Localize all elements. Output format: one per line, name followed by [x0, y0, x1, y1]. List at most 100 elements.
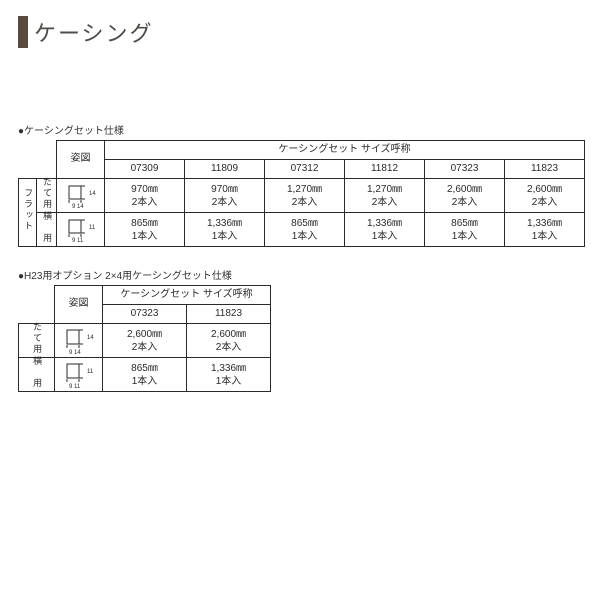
icon-dim-h2: 11 — [74, 384, 81, 389]
cell: 970㎜2本入 — [105, 179, 185, 213]
cell-mm: 865㎜ — [131, 218, 158, 229]
icon-dim-h: 11 — [87, 369, 94, 375]
icon-dim-h: 14 — [87, 335, 94, 341]
table-row: 姿図 ケーシングセット サイズ呼称 — [19, 141, 585, 160]
header-shape: 姿図 — [55, 286, 103, 324]
icon-dim-h2: 11 — [77, 238, 84, 243]
plan-icon: 11 9 11 — [55, 358, 103, 392]
header-size: 11823 — [505, 160, 585, 179]
header-size: 11809 — [185, 160, 265, 179]
cell: 865㎜1本入 — [103, 358, 187, 392]
plan-icon: 14 9 14 — [57, 179, 105, 213]
cell-mm: 1,336㎜ — [207, 218, 242, 229]
icon-dim-w: 9 — [69, 384, 73, 389]
icon-dim-h: 11 — [89, 225, 96, 231]
cell-qty: 2本入 — [103, 341, 186, 354]
cell-mm: 2,600㎜ — [527, 184, 562, 195]
icon-dim-h2: 14 — [74, 350, 81, 355]
cell-qty: 1本入 — [105, 230, 184, 243]
cell: 2,600㎜2本入 — [505, 179, 585, 213]
header-size: 11812 — [345, 160, 425, 179]
header-size: 11823 — [187, 305, 271, 324]
cell-mm: 1,336㎜ — [527, 218, 562, 229]
cell-mm: 2,600㎜ — [127, 329, 162, 340]
cell: 1,336㎜1本入 — [505, 213, 585, 247]
svg-text:9 11: 9 11 — [69, 384, 81, 389]
page-title: ケーシング — [34, 16, 154, 48]
cell-qty: 2本入 — [265, 196, 344, 209]
cell-qty: 1本入 — [505, 230, 584, 243]
header-blank — [19, 141, 57, 179]
header-size-group: ケーシングセット サイズ呼称 — [103, 286, 271, 305]
cell-mm: 2,600㎜ — [447, 184, 482, 195]
svg-text:9 11: 9 11 — [72, 238, 84, 243]
cell: 2,600㎜2本入 — [187, 324, 271, 358]
dir-label: 横 用 — [31, 356, 42, 389]
svg-text:9 14: 9 14 — [72, 204, 84, 209]
cell-mm: 1,270㎜ — [287, 184, 322, 195]
icon-dim-w: 9 — [72, 204, 76, 209]
cell-qty: 2本入 — [105, 196, 184, 209]
cell: 1,336㎜1本入 — [185, 213, 265, 247]
cell-mm: 970㎜ — [211, 184, 238, 195]
icon-dim-h2: 14 — [77, 204, 84, 209]
page-title-row: ケーシング — [18, 16, 582, 48]
cell: 865㎜1本入 — [425, 213, 505, 247]
cell-mm: 865㎜ — [131, 363, 158, 374]
dir-cell: 横 用 — [19, 358, 55, 392]
table-h23-option: 姿図 ケーシングセット サイズ呼称 07323 11823 たて用 14 9 1… — [18, 285, 271, 392]
cell-qty: 1本入 — [187, 375, 270, 388]
side-flat-label: フラット — [22, 188, 33, 232]
svg-text:9 14: 9 14 — [69, 350, 81, 355]
table-row: 横 用 11 9 11 865㎜1本入 1,336㎜1本入 865㎜1本入 1,… — [19, 213, 585, 247]
dir-cell: たて用 — [19, 324, 55, 358]
dir-cell: 横 用 — [37, 213, 57, 247]
header-size: 07323 — [425, 160, 505, 179]
cell-qty: 2本入 — [185, 196, 264, 209]
header-size-group: ケーシングセット サイズ呼称 — [105, 141, 585, 160]
cell: 865㎜1本入 — [265, 213, 345, 247]
cell: 2,600㎜2本入 — [425, 179, 505, 213]
header-size: 07309 — [105, 160, 185, 179]
table-row: たて用 14 9 14 2,600㎜2本入 2,600㎜2本入 — [19, 324, 271, 358]
cell: 865㎜1本入 — [105, 213, 185, 247]
cell-mm: 1,270㎜ — [367, 184, 402, 195]
cell-mm: 865㎜ — [451, 218, 478, 229]
header-size: 07323 — [103, 305, 187, 324]
cell-qty: 1本入 — [425, 230, 504, 243]
cell: 1,270㎜2本入 — [345, 179, 425, 213]
dir-label: たて用 — [41, 177, 52, 210]
section1-label: ●ケーシングセット仕様 — [18, 122, 582, 137]
table-casing-set: 姿図 ケーシングセット サイズ呼称 07309 11809 07312 1181… — [18, 140, 585, 247]
cell-qty: 1本入 — [345, 230, 424, 243]
icon-dim-h: 14 — [89, 191, 96, 197]
header-blank — [19, 286, 55, 324]
cell-mm: 2,600㎜ — [211, 329, 246, 340]
table-row: フラット たて用 14 9 14 970㎜2本入 970㎜2本入 1,270㎜2… — [19, 179, 585, 213]
dir-label: 横 用 — [41, 211, 52, 244]
dir-cell: たて用 — [37, 179, 57, 213]
cell-mm: 865㎜ — [291, 218, 318, 229]
cell-mm: 970㎜ — [131, 184, 158, 195]
icon-dim-w: 9 — [69, 350, 73, 355]
cell: 2,600㎜2本入 — [103, 324, 187, 358]
dir-label: たて用 — [31, 322, 42, 355]
section2-label: ●H23用オプション 2×4用ケーシングセット仕様 — [18, 267, 582, 282]
cell: 1,336㎜1本入 — [187, 358, 271, 392]
plan-icon: 14 9 14 — [55, 324, 103, 358]
cell-qty: 2本入 — [187, 341, 270, 354]
cell-mm: 1,336㎜ — [211, 363, 246, 374]
side-flat: フラット — [19, 179, 37, 247]
cell-qty: 1本入 — [265, 230, 344, 243]
cell-qty: 2本入 — [425, 196, 504, 209]
cell-qty: 1本入 — [103, 375, 186, 388]
cell: 1,336㎜1本入 — [345, 213, 425, 247]
title-accent-bar — [18, 16, 28, 48]
cell-qty: 1本入 — [185, 230, 264, 243]
cell-qty: 2本入 — [505, 196, 584, 209]
table-row: 横 用 11 9 11 865㎜1本入 1,336㎜1本入 — [19, 358, 271, 392]
cell: 970㎜2本入 — [185, 179, 265, 213]
header-size: 07312 — [265, 160, 345, 179]
plan-icon: 11 9 11 — [57, 213, 105, 247]
icon-dim-w: 9 — [72, 238, 76, 243]
